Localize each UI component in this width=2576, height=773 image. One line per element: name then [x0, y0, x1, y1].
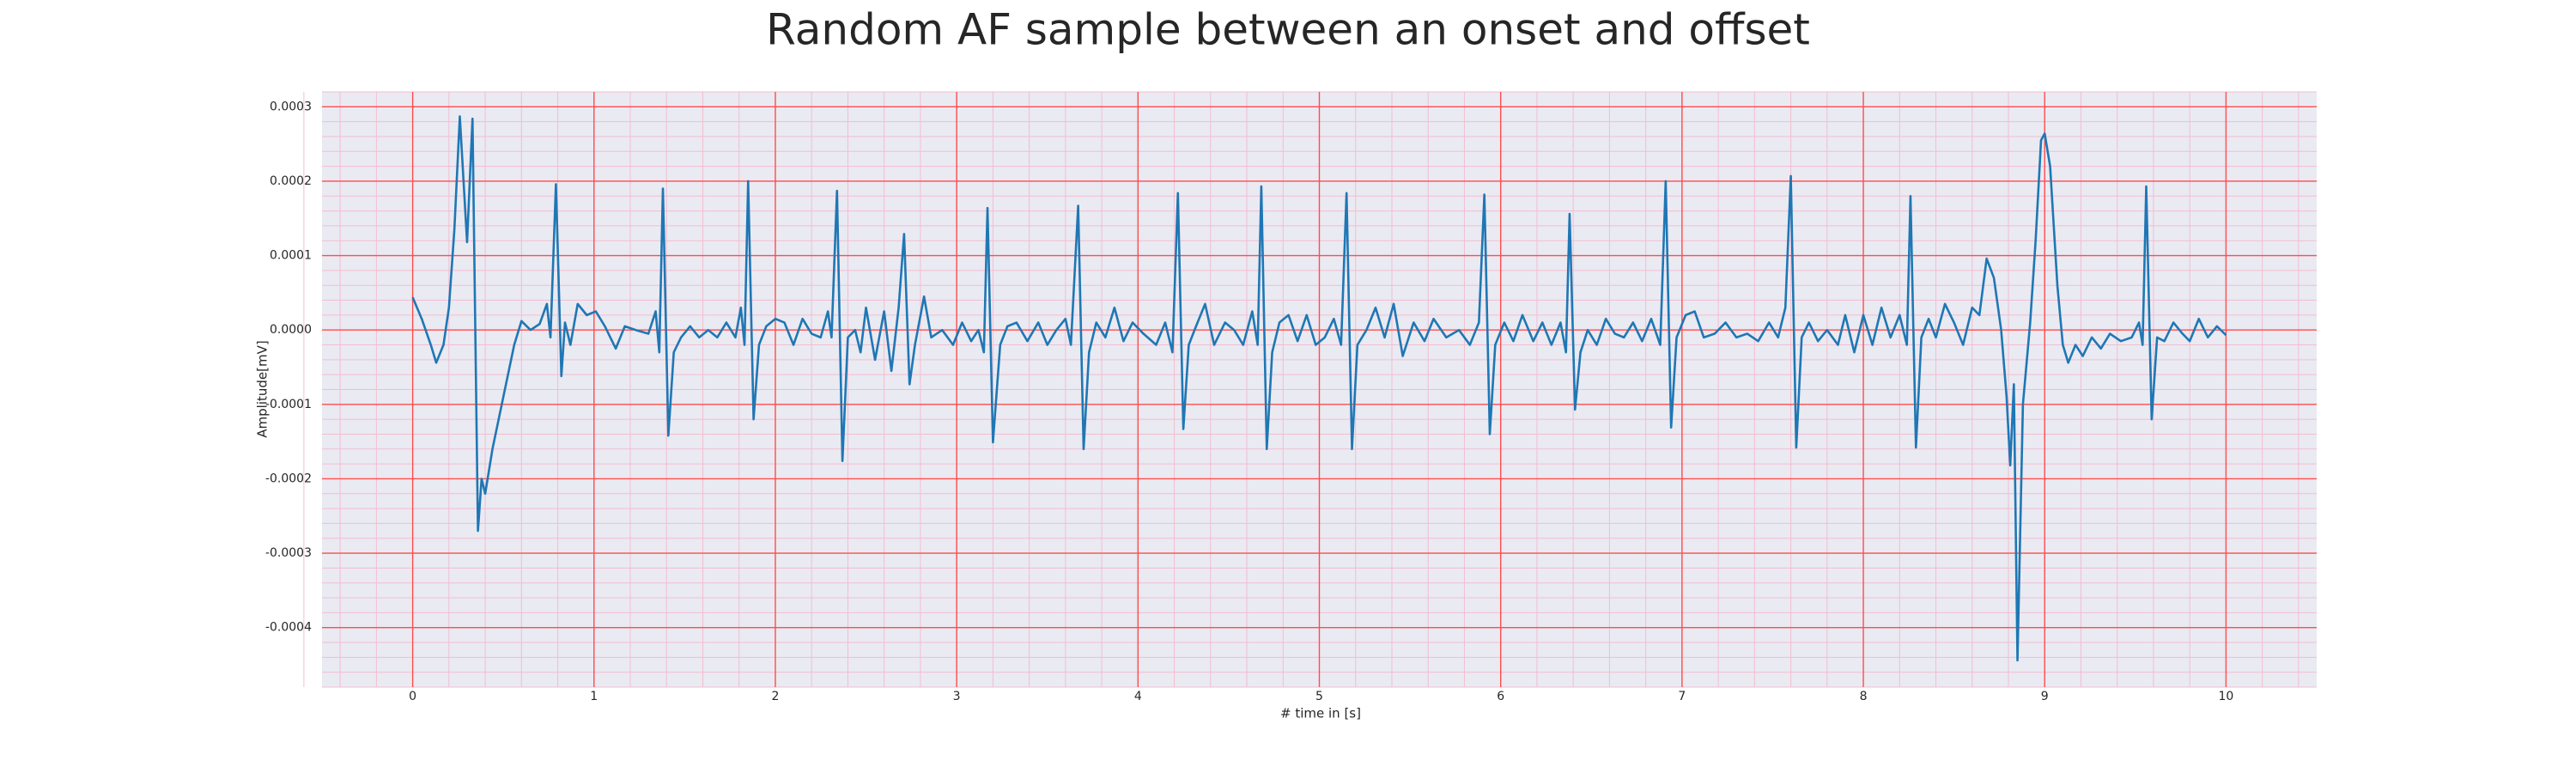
x-tick-label: 4 — [1134, 690, 1142, 703]
y-tick-label: -0.0002 — [265, 472, 312, 485]
x-axis-label: # time in [s] — [1280, 706, 1361, 721]
y-tick-label: 0.0000 — [270, 323, 312, 337]
x-tick-label: 5 — [1315, 690, 1323, 703]
x-tick-label: 3 — [953, 690, 961, 703]
y-tick-label: 0.0001 — [270, 249, 312, 263]
chart-title: Random AF sample between an onset and of… — [766, 5, 1810, 55]
x-tick-label: 7 — [1678, 690, 1686, 703]
grid — [303, 91, 2317, 688]
y-axis-label: Amplitude[mV] — [255, 340, 270, 437]
x-tick-label: 6 — [1497, 690, 1504, 703]
x-tick-label: 8 — [1860, 690, 1868, 703]
y-tick-label: -0.0001 — [265, 398, 312, 411]
x-tick-label: 1 — [590, 690, 598, 703]
y-tick-label: -0.0004 — [265, 621, 312, 635]
signal-line — [411, 115, 2227, 662]
x-tick-label: 9 — [2041, 690, 2049, 703]
y-tick-label: -0.0003 — [265, 546, 312, 560]
y-tick-label: 0.0003 — [270, 100, 312, 113]
x-tick-label: 2 — [771, 690, 779, 703]
y-tick-label: 0.0002 — [270, 174, 312, 188]
x-tick-label: 10 — [2218, 690, 2233, 703]
x-tick-label: 0 — [409, 690, 416, 703]
